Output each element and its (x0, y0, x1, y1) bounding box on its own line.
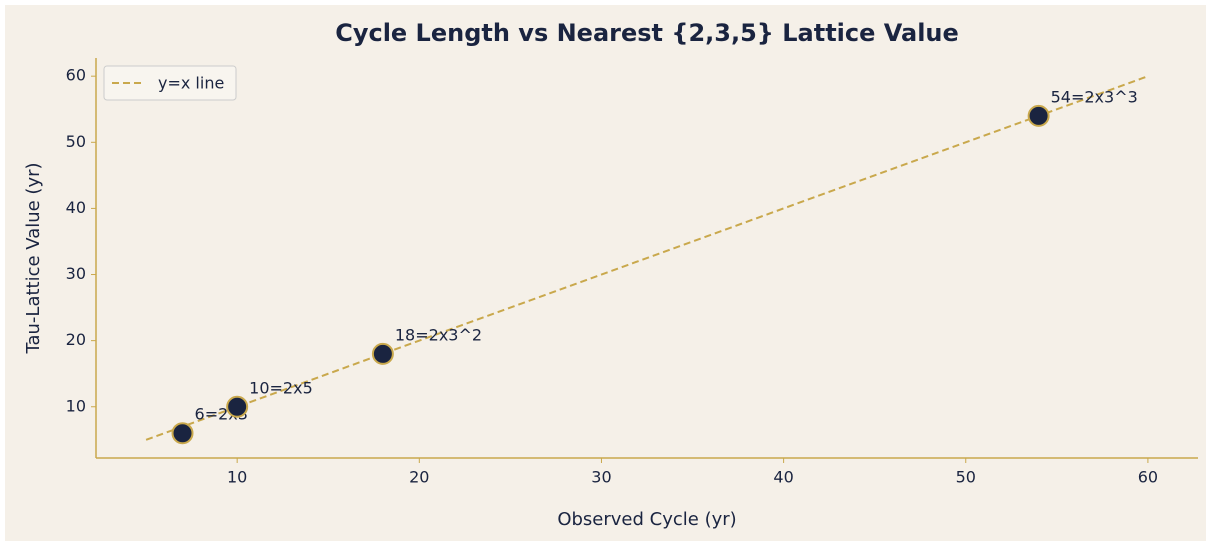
point-label: 54=2x3^3 (1051, 87, 1138, 106)
point-label: 18=2x3^2 (395, 325, 482, 344)
reference-line (145, 75, 1149, 441)
y-tick-label: 40 (66, 198, 86, 217)
x-tick-label: 10 (227, 468, 247, 487)
x-tick-label: 60 (1138, 468, 1158, 487)
chart-title: Cycle Length vs Nearest {2,3,5} Lattice … (335, 19, 959, 47)
legend-label: y=x line (158, 74, 224, 93)
x-tick-label: 50 (956, 468, 976, 487)
x-tick-label: 40 (773, 468, 793, 487)
legend-box (103, 65, 237, 101)
data-point (371, 342, 394, 365)
y-tick-label: 20 (66, 330, 86, 349)
data-point (226, 395, 249, 418)
x-tick-label: 20 (409, 468, 429, 487)
y-tick-label: 50 (66, 132, 86, 151)
x-tick-label: 30 (591, 468, 611, 487)
y-axis-label: Tau-Lattice Value (yr) (23, 162, 44, 354)
data-point (171, 422, 194, 445)
point-label: 10=2x5 (249, 378, 313, 397)
y-tick-label: 30 (66, 264, 86, 283)
y-tick-label: 10 (66, 396, 86, 415)
data-point (1027, 104, 1050, 127)
y-tick-label: 60 (66, 66, 86, 85)
x-axis-label: Observed Cycle (yr) (557, 509, 736, 530)
